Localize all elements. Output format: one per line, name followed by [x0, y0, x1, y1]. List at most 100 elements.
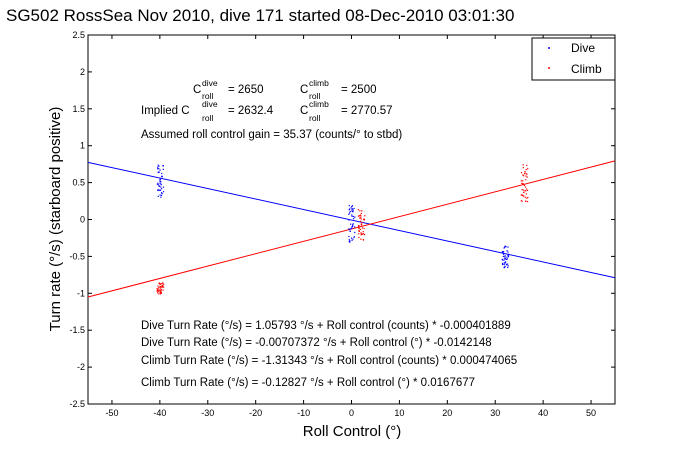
dive-point [156, 183, 159, 185]
climb-point [521, 200, 523, 202]
climb-point [523, 184, 525, 186]
climb-point [360, 234, 362, 236]
dive-point [352, 215, 355, 218]
dive-point [158, 165, 160, 167]
climb-point [520, 171, 523, 174]
climb-point [159, 283, 161, 285]
dive-point [351, 205, 354, 207]
climb-point [361, 222, 363, 224]
climb-point [156, 290, 158, 292]
dive-point [162, 186, 165, 188]
c-climb-label: C [300, 84, 308, 96]
climb-point [160, 290, 162, 293]
dive-point [352, 209, 354, 211]
dive-point [504, 265, 506, 267]
dive-point [507, 265, 509, 267]
dive-point [158, 171, 160, 174]
dive-point [160, 186, 162, 188]
dive-point [506, 250, 508, 252]
dive-point [502, 253, 505, 255]
climb-point [161, 283, 163, 285]
y-tick-label: -1.5 [69, 325, 85, 335]
climb-point [158, 290, 160, 292]
dive-point [348, 209, 350, 211]
climb-point [526, 200, 529, 203]
dive-point [157, 164, 159, 166]
climb-point [158, 282, 160, 284]
climb-point [362, 233, 365, 235]
climb-point [521, 182, 523, 184]
climb-point [359, 217, 361, 219]
y-axis-label: Turn rate (°/s) (starboard positive) [47, 107, 64, 332]
climb-point [522, 164, 524, 166]
dive-point [507, 263, 509, 265]
dive-point [504, 257, 507, 259]
climb-point [525, 175, 527, 177]
climb-point [357, 226, 359, 228]
dive-point [352, 218, 355, 220]
climb-point [359, 214, 362, 216]
dive-point [507, 251, 509, 253]
climb-point [360, 232, 362, 234]
dive-fit-line [87, 161, 616, 279]
climb-point [162, 286, 165, 288]
climb-point [526, 164, 528, 166]
y-tick-label: -2.5 [69, 399, 85, 409]
climb-point [364, 215, 366, 217]
y-tick-label: 1.5 [72, 104, 85, 114]
implied-climb-value: = 2770.57 [341, 105, 392, 117]
y-tick-label: -0.5 [69, 251, 85, 261]
implied-dive-value: = 2632.4 [228, 105, 274, 117]
dive-point [159, 189, 161, 191]
data-points [156, 164, 529, 295]
dive-point [351, 226, 353, 228]
climb-point [358, 229, 360, 232]
climb-point [524, 190, 526, 192]
dive-point [159, 194, 161, 196]
climb-point [363, 227, 365, 230]
chart-title: SG502 RossSea Nov 2010, dive 171 started… [6, 6, 514, 25]
dive-point [351, 239, 353, 241]
y-tick-label: -2 [77, 362, 85, 372]
legend-climb-marker [548, 67, 550, 69]
climb-point [159, 291, 161, 293]
dive-point [348, 213, 350, 215]
climb-point [522, 183, 524, 185]
climb-point [156, 289, 158, 292]
implied-climb-super: climb [309, 99, 329, 109]
dive-point [159, 182, 161, 184]
climb-point [522, 194, 524, 197]
dive-point [161, 176, 163, 178]
dive-point [350, 223, 352, 225]
climb-point [158, 289, 160, 291]
dive-point [350, 237, 353, 239]
climb-point [358, 215, 361, 217]
fit-annotation-4: Climb Turn Rate (°/s) = -0.12827 °/s + R… [141, 377, 475, 389]
dive-point [352, 211, 354, 213]
climb-point [361, 233, 364, 235]
dive-point [505, 263, 508, 265]
climb-point [162, 289, 164, 291]
climb-point [525, 188, 528, 190]
legend-box [531, 37, 616, 81]
y-tick-label: 2 [80, 67, 85, 77]
dive-point [353, 236, 355, 238]
climb-point [525, 179, 527, 181]
dive-point [157, 166, 159, 168]
c-dive-label: C [193, 84, 201, 96]
x-axis-ticks: -50 -40 -30 -20 -10 0 10 20 30 40 50 [105, 35, 596, 418]
climb-point [525, 193, 527, 195]
climb-point [525, 190, 527, 192]
climb-point [524, 186, 527, 188]
climb-point [363, 219, 365, 221]
climb-point [162, 282, 164, 284]
climb-point [360, 215, 362, 217]
dive-point [162, 165, 164, 167]
dive-point [162, 191, 165, 193]
climb-point [363, 234, 366, 236]
climb-point [360, 212, 363, 215]
x-tick-label: 40 [538, 408, 548, 418]
implied-dive-label: Implied C [141, 105, 190, 117]
dive-point [507, 256, 510, 258]
climb-point [159, 292, 162, 294]
